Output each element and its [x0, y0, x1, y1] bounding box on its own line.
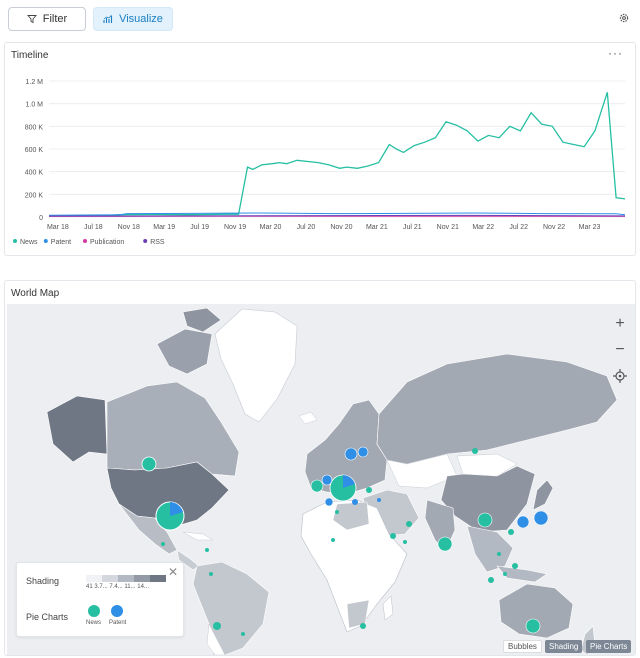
shading-legend-label: Shading: [26, 576, 60, 586]
locate-icon[interactable]: [611, 367, 629, 385]
x-tick-label: Jul 19: [190, 224, 209, 231]
iceland: [298, 411, 318, 425]
x-tick-label: Mar 22: [472, 224, 494, 231]
pie-china: [477, 512, 493, 528]
x-tick-label: Mar 20: [260, 224, 282, 231]
australia: [498, 583, 574, 639]
patent-legend-label: Patent: [109, 620, 127, 626]
x-tick-label: Nov 22: [543, 224, 565, 231]
y-tick-label: 1.2 M: [25, 79, 43, 86]
legend-dot-rss: [143, 239, 148, 243]
russia: [376, 353, 618, 465]
pie-india: [437, 536, 453, 552]
settings-gear-icon[interactable]: [618, 12, 630, 24]
japan: [532, 479, 554, 511]
series-line-patent: [48, 212, 626, 216]
shading-mode-button[interactable]: Shading: [545, 640, 583, 653]
x-tick-label: Jul 18: [84, 224, 103, 231]
pie-australia: [525, 618, 541, 634]
legend-label-news: News: [20, 239, 38, 246]
pie-legend-label: Pie Charts: [26, 612, 69, 622]
y-tick-label: 200 K: [25, 192, 44, 199]
x-tick-label: Nov 18: [118, 224, 140, 231]
legend-label-publication: Publication: [90, 239, 124, 246]
y-tick-label: 1.0 M: [25, 102, 43, 109]
canada-arctic-islands: [156, 328, 213, 375]
pie-markers: [141, 446, 593, 644]
pie-uk: [310, 479, 324, 493]
timeline-chart: 0 200 K 400 K 600 K 800 K 1.0 M 1.2 M Mar 18 Jul…: [13, 79, 626, 246]
pie-japan: [533, 510, 549, 526]
filter-icon: [26, 15, 37, 24]
x-tick-label: Jul 20: [297, 224, 316, 231]
greenland: [214, 308, 298, 423]
x-tick-label: Mar 19: [153, 224, 175, 231]
x-tick-label: Jul 22: [509, 224, 528, 231]
legend-label-rss: RSS: [150, 239, 165, 246]
close-icon[interactable]: ✕: [167, 565, 178, 579]
y-tick-label: 400 K: [25, 170, 44, 177]
filter-label: Filter: [42, 13, 68, 25]
shading-swatch: [118, 575, 134, 582]
y-tick-label: 800 K: [25, 124, 44, 131]
map-legend: ✕ Shading 41 3.7... 7.4... 11... 14... P…: [16, 562, 184, 637]
patent-legend-dot: [111, 605, 123, 617]
world-map-title: World Map: [11, 288, 60, 299]
shading-ticks: 41 3.7... 7.4... 11... 14...: [86, 584, 149, 590]
series-line-news: [48, 92, 626, 217]
visualize-label: Visualize: [119, 13, 163, 25]
y-tick-label: 0: [39, 215, 43, 222]
legend-dot-patent: [43, 239, 48, 243]
visualize-button[interactable]: Visualize: [93, 7, 173, 31]
shading-swatch: [150, 575, 166, 582]
x-tick-label: Mar 18: [47, 224, 69, 231]
filter-button[interactable]: Filter: [8, 7, 86, 31]
world-map: [46, 307, 618, 655]
mongolia: [456, 453, 518, 477]
legend-dot-news: [13, 239, 17, 243]
y-tick-label: 600 K: [25, 147, 44, 154]
southeast-asia: [466, 525, 514, 573]
news-legend-label: News: [86, 620, 102, 626]
x-tick-label: Mar 21: [366, 224, 388, 231]
alaska: [46, 395, 108, 463]
toolbar: Filter Visualize: [0, 0, 640, 40]
more-options-icon[interactable]: ···: [608, 46, 623, 60]
x-tick-label: Nov 19: [224, 224, 246, 231]
x-tick-label: Nov 21: [437, 224, 459, 231]
x-tick-label: Jul 21: [403, 224, 422, 231]
bubbles-mode-button[interactable]: Bubbles: [503, 640, 542, 653]
south-america: [192, 561, 270, 655]
timeline-panel: Timeline ··· 0 200 K 400 K 600 K 800 K 1.0 M 1…: [4, 42, 636, 256]
shading-swatch: [102, 575, 118, 582]
pie-charts-mode-button[interactable]: Pie Charts: [586, 640, 632, 653]
legend-label-patent: Patent: [51, 239, 71, 246]
legend-dot-publication: [83, 239, 87, 243]
shading-swatch: [86, 575, 102, 582]
x-tick-label: Mar 23: [579, 224, 601, 231]
pie-canada: [141, 456, 157, 472]
shading-swatch: [134, 575, 150, 582]
series-line-rss: [48, 214, 626, 217]
timeline-title: Timeline: [11, 50, 49, 61]
x-tick-label: Nov 20: [330, 224, 352, 231]
news-legend-dot: [88, 605, 100, 617]
zoom-out-button[interactable]: −: [615, 341, 625, 358]
canada: [106, 381, 240, 477]
shading-scale: [86, 575, 166, 582]
chart-icon: [103, 14, 113, 23]
zoom-in-button[interactable]: +: [615, 315, 625, 332]
